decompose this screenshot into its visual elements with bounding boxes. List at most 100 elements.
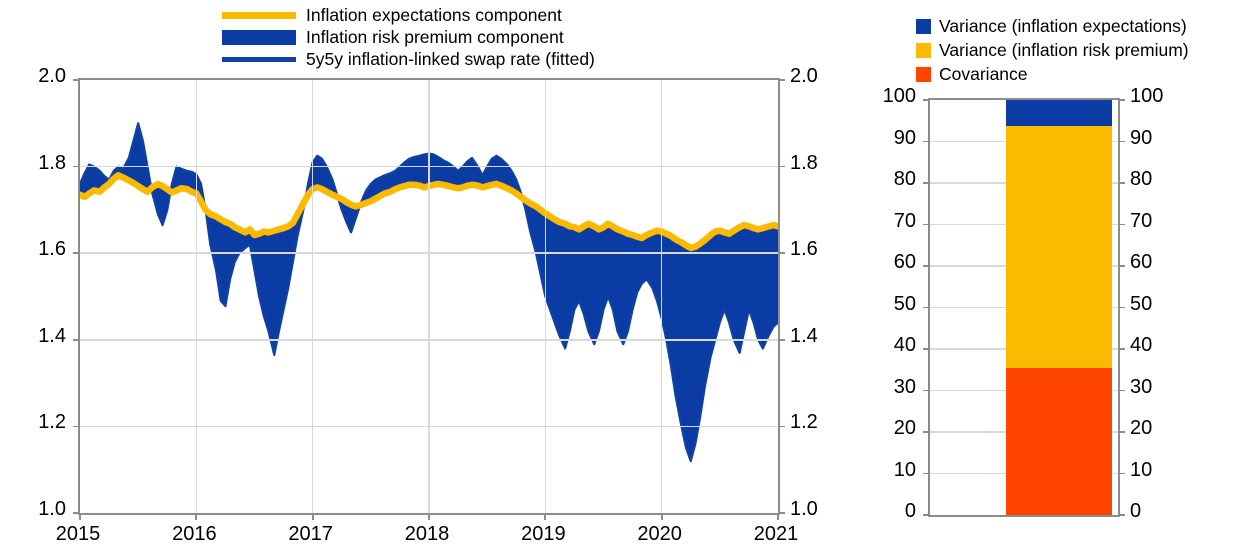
gridline-vertical [311,80,314,513]
y-axis-label-right: 1.4 [790,324,818,347]
legend-item-variance-risk-premium: Variance (inflation risk premium) [916,38,1189,62]
axis-tickmark [1118,99,1125,101]
x-axis-label: 2018 [404,523,450,545]
y-axis-label: 30 [893,375,916,398]
axis-tickmark [778,79,785,81]
axis-tickmark [1118,348,1125,350]
y-axis-label-right: 1.6 [790,238,818,261]
bar-segment [1006,100,1112,127]
y-axis-label: 1.2 [38,411,66,434]
y-axis-label-right: 70 [1130,209,1153,232]
legend-item-variance-expectations: Variance (inflation expectations) [916,14,1189,38]
axis-tickmark [923,348,930,350]
legend-swatch-line-yellow [222,11,296,19]
axis-tickmark [1118,140,1125,143]
legend-label-inflation-expectations: Inflation expectations component [306,4,562,25]
axis-tickmark [923,99,930,101]
axis-tickmark [195,513,198,520]
axis-tickmark [923,472,930,475]
axis-tickmark [923,306,930,309]
axis-tickmark [923,140,930,143]
y-axis-label: 100 [882,85,916,107]
y-axis-label-right: 20 [1130,417,1153,439]
y-axis-label-right: 1.0 [790,498,818,520]
axis-tickmark [923,182,930,184]
axis-tickmark [73,512,80,514]
axis-tickmark [778,512,785,514]
y-axis-label-right: 0 [1130,500,1142,522]
legend-swatch-block-blue [222,29,296,45]
legend-item-inflation-expectations: Inflation expectations component [222,4,595,26]
x-axis-label: 2017 [288,523,333,545]
axis-tickmark [73,79,80,81]
axis-tickmark [923,389,930,392]
x-axis-label: 2016 [172,523,217,545]
axis-tickmark [923,265,930,267]
legend-swatch-square-orange [916,66,931,82]
axis-tickmark [923,431,930,433]
y-axis-label: 90 [893,126,916,149]
legend-label-variance-risk-premium: Variance (inflation risk premium) [939,39,1189,60]
y-axis-label: 60 [893,251,916,273]
bar-segment [1006,126,1112,369]
y-axis-label-right: 60 [1130,251,1153,273]
left-chart-legend: Inflation expectations component Inflati… [222,4,595,70]
x-axis-label: 2019 [521,523,566,545]
x-axis-label: 2020 [637,523,682,545]
axis-tickmark [660,513,663,520]
axis-tickmark [1118,182,1125,184]
axis-tickmark [777,513,779,520]
y-axis-label: 1.0 [38,498,66,520]
y-axis-label-right: 40 [1130,334,1153,356]
y-axis-label: 1.6 [38,238,66,261]
axis-tickmark [778,338,785,341]
gridline-vertical [428,80,430,513]
axis-tickmark [1118,389,1125,392]
axis-tickmark [778,165,785,168]
gridline-vertical [195,80,198,513]
x-axis-label: 2021 [753,523,799,545]
legend-item-swap-rate: 5y5y inflation-linked swap rate (fitted) [222,48,595,70]
legend-swatch-square-yellow [916,42,931,58]
y-axis-label: 10 [893,458,916,481]
y-axis-label: 1.4 [38,324,66,347]
legend-item-inflation-risk-premium: Inflation risk premium component [222,26,595,48]
legend-label-variance-expectations: Variance (inflation expectations) [939,15,1187,36]
axis-tickmark [73,252,80,255]
axis-tickmark [923,223,930,226]
legend-swatch-line-blue [222,56,296,62]
y-axis-label: 50 [893,292,916,315]
stacked-bar [1006,100,1112,515]
axis-tickmark [1118,514,1125,516]
axis-tickmark [73,338,80,341]
gridline-vertical [544,80,547,513]
axis-tickmark [1118,223,1125,226]
legend-label-inflation-risk-premium: Inflation risk premium component [306,26,564,47]
y-axis-label-right: 100 [1130,85,1164,107]
axis-tickmark [73,165,80,168]
bar-segment [1006,368,1112,515]
gridline-vertical [660,80,663,513]
axis-tickmark [73,425,80,428]
y-axis-label: 70 [893,209,916,232]
y-axis-label: 0 [904,500,916,522]
axis-tickmark [778,425,785,428]
legend-item-covariance: Covariance [916,62,1189,86]
y-axis-label-right: 80 [1130,168,1153,190]
legend-swatch-square-blue [916,18,931,34]
y-axis-label: 2.0 [38,65,66,87]
y-axis-label-right: 30 [1130,375,1153,398]
y-axis-label-right: 1.8 [790,151,818,174]
decomposition-timeseries-plot [78,78,780,515]
y-axis-label: 80 [893,168,916,190]
y-axis-label-right: 10 [1130,458,1153,481]
y-axis-label: 40 [893,334,916,356]
axis-tickmark [923,514,930,516]
axis-tickmark [428,513,430,520]
axis-tickmark [1118,265,1125,267]
y-axis-label-right: 2.0 [790,65,818,87]
legend-label-covariance: Covariance [939,63,1028,84]
y-axis-label: 1.8 [38,151,66,174]
legend-label-swap-rate: 5y5y inflation-linked swap rate (fitted) [306,48,595,69]
